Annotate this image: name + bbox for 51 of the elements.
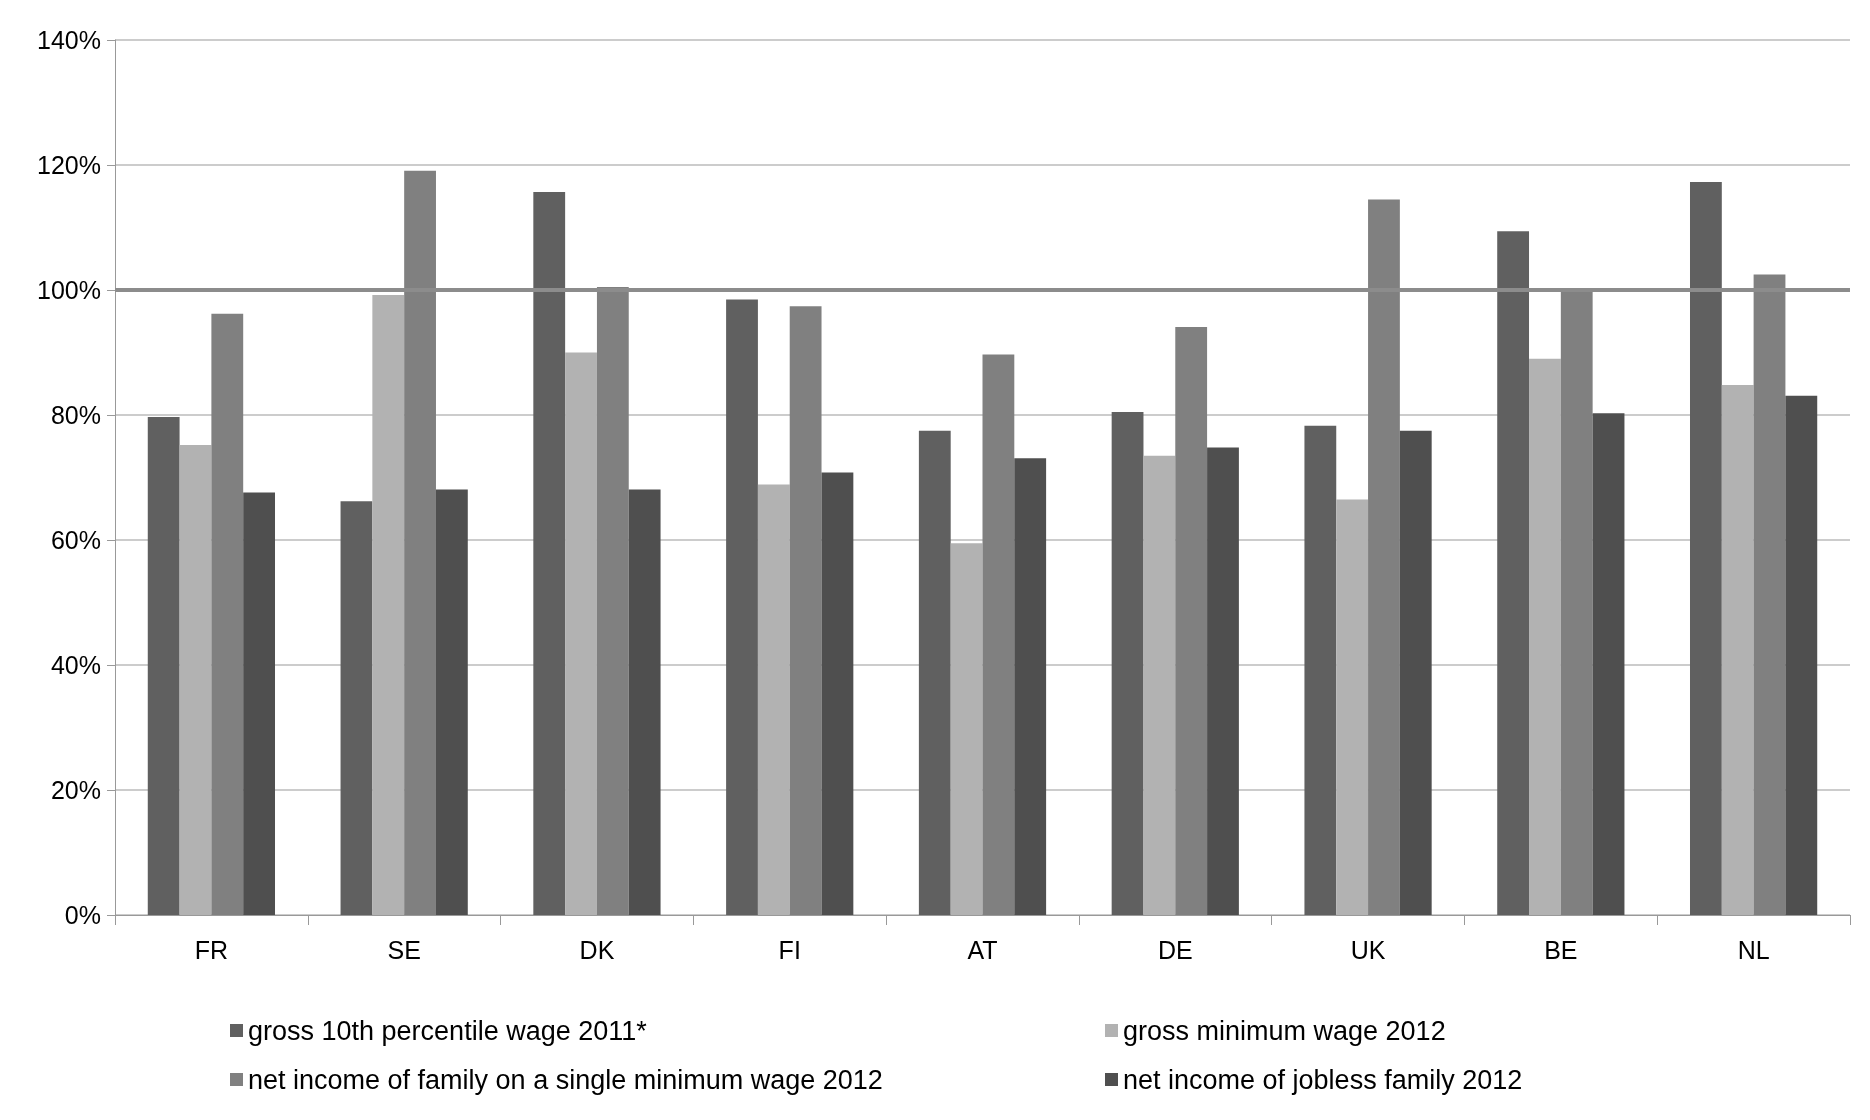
bar: [1111, 411, 1144, 915]
bar: [1529, 358, 1561, 915]
legend-label: net income of jobless family 2012: [1123, 1064, 1523, 1095]
x-tick-label: SE: [387, 935, 421, 964]
bar: [1399, 430, 1432, 915]
bar: [340, 501, 373, 915]
legend-label: net income of family on a single minimum wage 2012: [248, 1064, 883, 1095]
bar: [821, 472, 854, 915]
y-tick-label: 60%: [50, 526, 101, 554]
bar: [1592, 413, 1625, 915]
bar: [950, 543, 983, 915]
bar: [1497, 231, 1530, 915]
bar: [982, 354, 1015, 915]
bar: [1014, 458, 1047, 915]
legend-label: gross 10th percentile wage 2011*: [248, 1015, 648, 1046]
bar: [1785, 395, 1818, 915]
bar: [179, 445, 212, 915]
bar: [211, 313, 244, 915]
bar: [918, 430, 951, 915]
x-tick-label: AT: [967, 935, 998, 964]
bar: [1336, 499, 1369, 915]
bar: [1721, 385, 1754, 915]
bar: [147, 416, 180, 915]
y-tick-label: 140%: [37, 26, 101, 54]
bar: [726, 299, 758, 915]
bar: [789, 306, 822, 915]
x-tick-label: FR: [194, 935, 229, 964]
legend-label: gross minimum wage 2012: [1123, 1015, 1446, 1046]
y-tick-label: 100%: [37, 276, 101, 304]
y-tick-label: 40%: [50, 651, 101, 679]
bar: [1143, 455, 1176, 915]
y-tick-label: 0%: [64, 901, 101, 929]
y-tick-label: 120%: [37, 151, 101, 179]
bar: [533, 191, 566, 915]
bar: [1689, 181, 1722, 915]
bar: [435, 489, 468, 915]
bar: [1207, 447, 1239, 915]
bar: [1175, 326, 1208, 915]
bar: [757, 484, 790, 915]
bar: [565, 352, 597, 915]
bar: [1304, 425, 1337, 915]
bar: [243, 492, 276, 915]
bar: [628, 489, 661, 915]
y-tick-label: 80%: [50, 401, 101, 429]
x-tick-label: DE: [1157, 935, 1193, 964]
y-tick-label: 20%: [50, 776, 101, 804]
x-tick-label: NL: [1737, 935, 1770, 964]
x-tick-label: DK: [579, 935, 615, 964]
x-tick-label: BE: [1544, 935, 1578, 964]
x-tick-label: UK: [1350, 935, 1386, 964]
x-tick-label: FI: [778, 935, 801, 964]
